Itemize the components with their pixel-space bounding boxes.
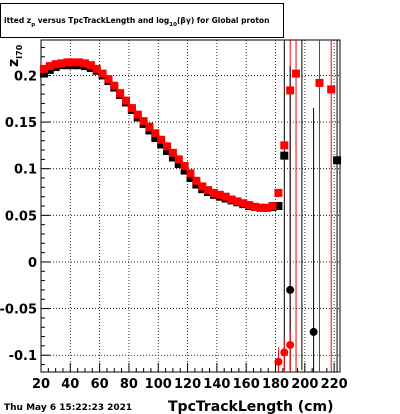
series-1-point-17 [139,117,148,126]
series-1-point-18 [145,122,154,131]
y-tick-label-5: 0.15 [5,116,37,131]
x-axis-title: TpcTrackLength (cm) [168,399,333,414]
series-0-point-0 [39,69,48,78]
series-1-point-45 [327,85,336,94]
series-1-point-31 [221,192,230,201]
series-1-point-42 [286,86,295,95]
x-tick-label-9: 200 [291,377,318,392]
y-tick-label-3: 0.05 [5,209,37,224]
series-1-point-33 [233,197,242,206]
data-markers [39,58,342,366]
series-1-point-16 [133,110,142,119]
series-1-point-22 [168,148,177,157]
series-0-point-40 [274,202,283,210]
series-2-point-0 [286,285,295,294]
extra-marker-0 [333,156,342,165]
series-1-point-5 [69,58,78,67]
series-1-point-0 [39,64,48,73]
chart-title: itted zp versus TpcTrackLength and log10… [4,16,269,28]
x-tick-label-3: 80 [120,377,138,392]
series-1-point-19 [151,129,160,138]
series-1-point-34 [239,199,248,208]
series-0-point-19 [151,133,160,142]
series-0-point-23 [174,160,183,169]
series-1-point-1 [45,62,54,71]
series-1-point-29 [209,188,218,197]
series-0-point-24 [180,166,189,175]
series-1-point-15 [127,104,136,113]
series-1-point-10 [98,69,107,78]
series-1-point-7 [80,59,89,68]
series-3-point-2 [286,340,295,349]
series-1-point-27 [198,182,207,191]
y-axis-title: zI70 [6,44,24,67]
series-1-point-3 [57,59,66,68]
series-3-point-0 [274,357,283,366]
title-box: itted zp versus TpcTrackLength and log10… [0,3,284,38]
series-1-point-8 [86,61,95,70]
x-tick-label-6: 140 [203,377,230,392]
series-1-point-4 [63,58,72,67]
x-tick-label-4: 100 [145,377,172,392]
series-1-point-13 [116,89,125,98]
series-1-point-14 [122,96,131,105]
series-1-point-37 [256,203,265,212]
y-tick-label-2: 0 [28,256,37,271]
series-1-point-23 [174,155,183,164]
series-1-point-41 [280,141,289,150]
series-3-point-1 [280,348,289,357]
series-1-point-38 [262,203,271,212]
series-1-point-24 [180,161,189,170]
series-0-point-20 [157,140,166,149]
plot-area [40,39,341,373]
axes [40,46,335,372]
series-1-point-40 [274,188,283,197]
series-1-point-12 [110,81,119,90]
series-1-point-39 [268,202,277,210]
x-tick-label-0: 20 [32,377,50,392]
series-1-point-35 [245,201,254,210]
series-0-point-21 [163,146,172,155]
series-0-point-25 [186,174,195,183]
x-tick-label-5: 120 [174,377,201,392]
series-0-point-41 [280,151,289,160]
x-tick-label-2: 60 [91,377,109,392]
series-1-point-25 [186,169,195,178]
plot-frame [40,39,341,373]
y-tick-label-4: 0.1 [14,163,37,178]
x-tick-label-10: 220 [321,377,348,392]
series-1-point-32 [227,195,236,204]
y-tick-label-6: 0.2 [14,69,37,84]
y-tick-labels: -0.1 -0.05 0 0.05 0.1 0.15 0.2 [0,69,37,364]
y-tick-label-0: -0.1 [9,349,37,364]
series-1-point-21 [163,142,172,151]
series-0-point-22 [168,153,177,162]
series-1-point-20 [157,135,166,144]
series-1-point-2 [51,60,60,69]
series-1-point-9 [92,64,101,73]
y-tick-label-1: -0.05 [0,303,37,318]
series-1-point-11 [104,75,113,84]
x-tick-label-7: 160 [233,377,260,392]
series-1-point-44 [315,78,324,87]
series-1-point-26 [192,176,201,185]
series-1-point-28 [204,186,213,195]
series-1-point-6 [75,58,84,67]
series-1-point-43 [292,69,301,78]
series-2-point-1 [309,327,318,336]
timestamp: Thu May 6 15:22:23 2021 [4,403,132,413]
series-1-point-36 [250,202,259,211]
x-tick-label-1: 40 [61,377,79,392]
x-tick-label-8: 180 [262,377,289,392]
error-bars [277,40,338,372]
x-tick-labels: 20 40 60 80 100 120 140 160 180 200 220 [32,377,348,392]
series-1-point-30 [215,190,224,199]
